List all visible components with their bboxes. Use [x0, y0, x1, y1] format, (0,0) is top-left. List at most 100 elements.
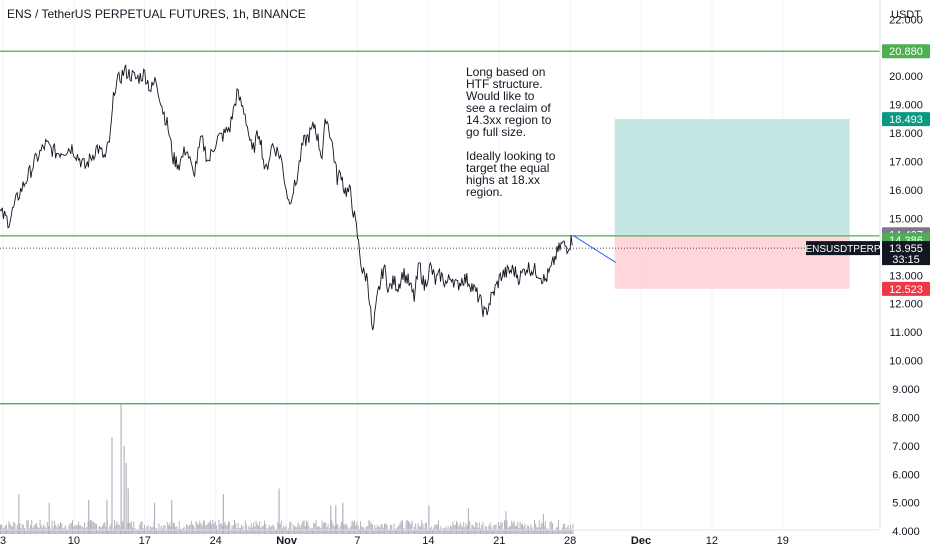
volume-bar — [540, 527, 541, 534]
volume-bar — [385, 523, 387, 534]
volume-bar — [422, 523, 424, 534]
volume-bar — [13, 521, 15, 534]
volume-bar — [212, 519, 214, 534]
volume-bar — [442, 528, 444, 534]
analysis-note[interactable]: Long based on HTF structure. Would like … — [466, 66, 556, 198]
volume-bar — [0, 524, 1, 534]
volume-bar — [243, 529, 245, 534]
volume-bar — [62, 528, 64, 534]
volume-bar — [470, 528, 472, 534]
volume-bar — [1, 524, 3, 534]
chart-title[interactable]: ENS / TetherUS PERPETUAL FUTURES, 1h, BI… — [7, 7, 306, 21]
symbol-label: ENSUSDTPERP — [805, 244, 880, 255]
y-tick-label: 4.000 — [892, 526, 920, 538]
volume-bar — [260, 527, 262, 534]
volume-bar — [72, 520, 73, 534]
volume-bar — [546, 528, 547, 534]
volume-bar — [480, 528, 481, 534]
volume-bar — [512, 522, 514, 534]
volume-bar — [174, 523, 175, 534]
volume-bar — [476, 522, 478, 534]
volume-bar — [406, 519, 408, 534]
volume-bar — [363, 527, 365, 534]
volume-bar — [267, 528, 269, 534]
volume-bar — [86, 527, 88, 534]
volume-bar — [303, 520, 305, 534]
volume-bar — [24, 527, 25, 534]
volume-bar — [169, 522, 171, 534]
volume-bar — [253, 522, 255, 534]
volume-bar — [475, 521, 477, 534]
volume-bar — [63, 527, 65, 534]
volume-bar — [320, 528, 322, 534]
volume-bar — [184, 529, 186, 534]
volume-bar — [123, 445, 125, 534]
volume-bar — [478, 522, 480, 534]
volume-bar — [482, 522, 484, 534]
price-label-box — [882, 281, 930, 296]
volume-bar — [198, 524, 199, 534]
volume-bar — [145, 529, 147, 534]
volume-bar — [199, 520, 201, 534]
volume-bar — [177, 528, 179, 534]
price-series — [0, 64, 616, 331]
volume-bar — [32, 527, 34, 534]
volume-bar — [452, 521, 454, 534]
volume-bar — [292, 524, 294, 534]
volume-bar — [78, 521, 79, 534]
volume-bar — [548, 529, 550, 534]
volume-bar — [328, 528, 330, 534]
volume-bar — [457, 523, 459, 534]
volume-bar — [553, 529, 555, 534]
volume-bar — [139, 524, 141, 534]
y-tick-label: 9.000 — [892, 384, 920, 396]
volume-bar — [536, 527, 538, 534]
volume-bar — [435, 524, 437, 534]
volume-bar — [566, 527, 568, 534]
volume-bar — [392, 529, 394, 534]
y-tick-label: 15.000 — [889, 213, 923, 225]
volume-bar — [61, 523, 63, 534]
volume-bar — [172, 522, 174, 534]
volume-bar — [2, 528, 4, 534]
last-price-box — [882, 241, 930, 266]
x-tick-label: 24 — [210, 535, 222, 547]
volume-bar — [384, 523, 385, 534]
y-tick-label: 16.000 — [889, 185, 923, 197]
volume-bar — [463, 521, 465, 534]
volume-bar — [531, 527, 533, 534]
volume-bar — [492, 529, 493, 534]
volume-bar — [70, 523, 72, 534]
volume-bar — [487, 529, 489, 534]
y-tick-label: 22.000 — [889, 14, 923, 26]
volume-bar — [147, 524, 149, 534]
volume-bar — [309, 528, 311, 534]
volume-bar — [43, 524, 45, 534]
volume-bar — [192, 524, 193, 534]
volume-bar — [544, 521, 546, 534]
x-tick-label: 17 — [139, 535, 151, 547]
volume-bar — [402, 521, 403, 534]
volume-bar — [87, 522, 89, 534]
volume-bar — [211, 524, 213, 534]
volume-bar — [194, 528, 196, 534]
x-tick-label: 28 — [564, 535, 576, 547]
volume-bar — [148, 529, 150, 534]
y-tick-label: 13.000 — [889, 270, 923, 282]
volume-bar — [370, 523, 372, 534]
price-label: 20.880 — [889, 46, 923, 58]
volume-bar — [27, 520, 29, 534]
x-tick-label: Dec — [631, 535, 651, 547]
volume-bar — [534, 519, 535, 534]
volume-bar — [272, 524, 274, 534]
volume-bar — [387, 528, 389, 534]
volume-bar — [222, 494, 224, 534]
symbol-label-box — [806, 241, 880, 256]
volume-bar — [565, 528, 567, 534]
volume-bar — [405, 521, 407, 534]
volume-bar — [554, 529, 556, 534]
volume-bar — [284, 527, 286, 534]
volume-bar — [21, 524, 23, 534]
volume-bar — [313, 522, 315, 534]
